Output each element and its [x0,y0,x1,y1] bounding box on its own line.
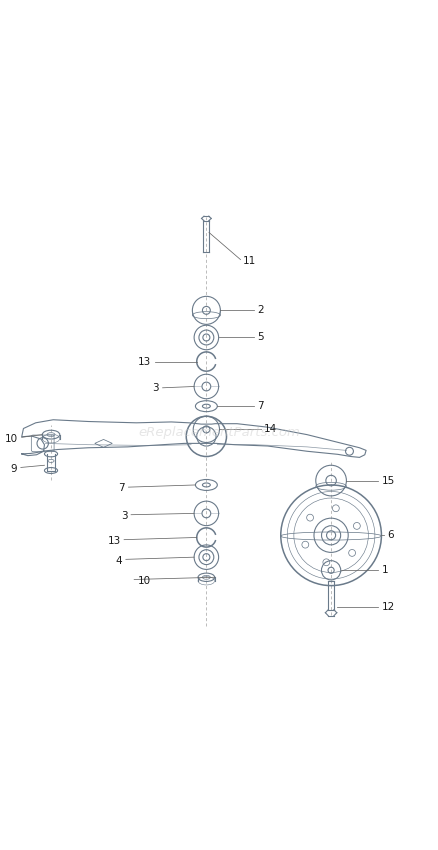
Text: 3: 3 [121,511,127,521]
Text: 10: 10 [5,434,18,444]
Text: 10: 10 [138,575,150,586]
Text: eReplacementParts.com: eReplacementParts.com [138,427,300,439]
Text: 13: 13 [107,536,120,546]
Text: 3: 3 [152,382,159,393]
Text: 2: 2 [257,305,263,315]
Text: 5: 5 [257,332,263,343]
Text: 7: 7 [118,484,125,494]
Text: 13: 13 [138,356,151,366]
Text: 12: 12 [381,602,394,612]
Text: 7: 7 [257,401,263,411]
Text: 14: 14 [264,424,277,434]
Text: 15: 15 [381,476,394,485]
Text: 4: 4 [116,556,122,565]
Text: 6: 6 [387,530,393,541]
Text: 9: 9 [11,464,17,473]
Text: 11: 11 [242,256,255,266]
Text: 1: 1 [381,565,387,575]
